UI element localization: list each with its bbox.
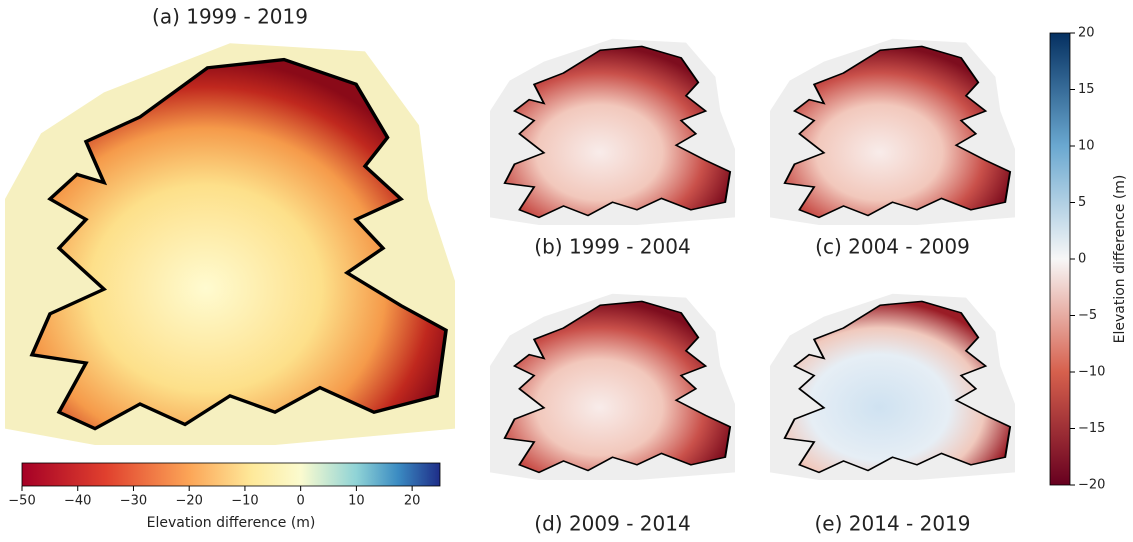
colorbar-tick-label: 0 <box>1078 252 1086 267</box>
colorbar-tick-label: −10 <box>1078 365 1105 380</box>
colorbar <box>22 463 440 486</box>
colorbar-tick-label: −30 <box>120 494 147 509</box>
colorbar-tick-label: 0 <box>297 494 305 509</box>
maps <box>5 39 1015 480</box>
colorbar-tick-label: 10 <box>1078 139 1095 154</box>
panel-title: (d) 2009 - 2014 <box>534 512 690 536</box>
colorbar-tick-label: 10 <box>348 494 365 509</box>
map-panel <box>490 39 735 225</box>
colorbar-tick-label: 20 <box>404 494 421 509</box>
colorbar-label: Elevation difference (m) <box>147 515 316 531</box>
colorbar-label: Elevation difference (m) <box>1112 175 1128 344</box>
colorbar-tick-label: 20 <box>1078 26 1095 41</box>
panel-title: (b) 1999 - 2004 <box>534 235 690 259</box>
panel-title: (e) 2014 - 2019 <box>815 512 971 536</box>
colorbar <box>1050 33 1070 485</box>
colorbar-tick-label: −5 <box>1078 308 1097 323</box>
colorbar-tick-label: 15 <box>1078 82 1095 97</box>
colorbar-tick-label: −20 <box>175 494 202 509</box>
map-panel <box>5 43 455 445</box>
colorbar-tick-label: −10 <box>231 494 258 509</box>
colorbar-tick-label: −40 <box>64 494 91 509</box>
colorbar-tick-label: −50 <box>8 494 35 509</box>
panel-title: (a) 1999 - 2019 <box>152 5 308 29</box>
colorbar-tick-label: 5 <box>1078 195 1086 210</box>
figure: (a) 1999 - 2019 (b) 1999 - 2004 (c) 2004 -… <box>0 0 1133 542</box>
colorbar-tick-label: −20 <box>1078 478 1105 493</box>
map-panel <box>490 294 735 480</box>
map-panel <box>770 39 1015 225</box>
colorbar-tick-label: −15 <box>1078 421 1105 436</box>
panel-title: (c) 2004 - 2009 <box>815 235 970 259</box>
map-panel <box>770 294 1015 480</box>
